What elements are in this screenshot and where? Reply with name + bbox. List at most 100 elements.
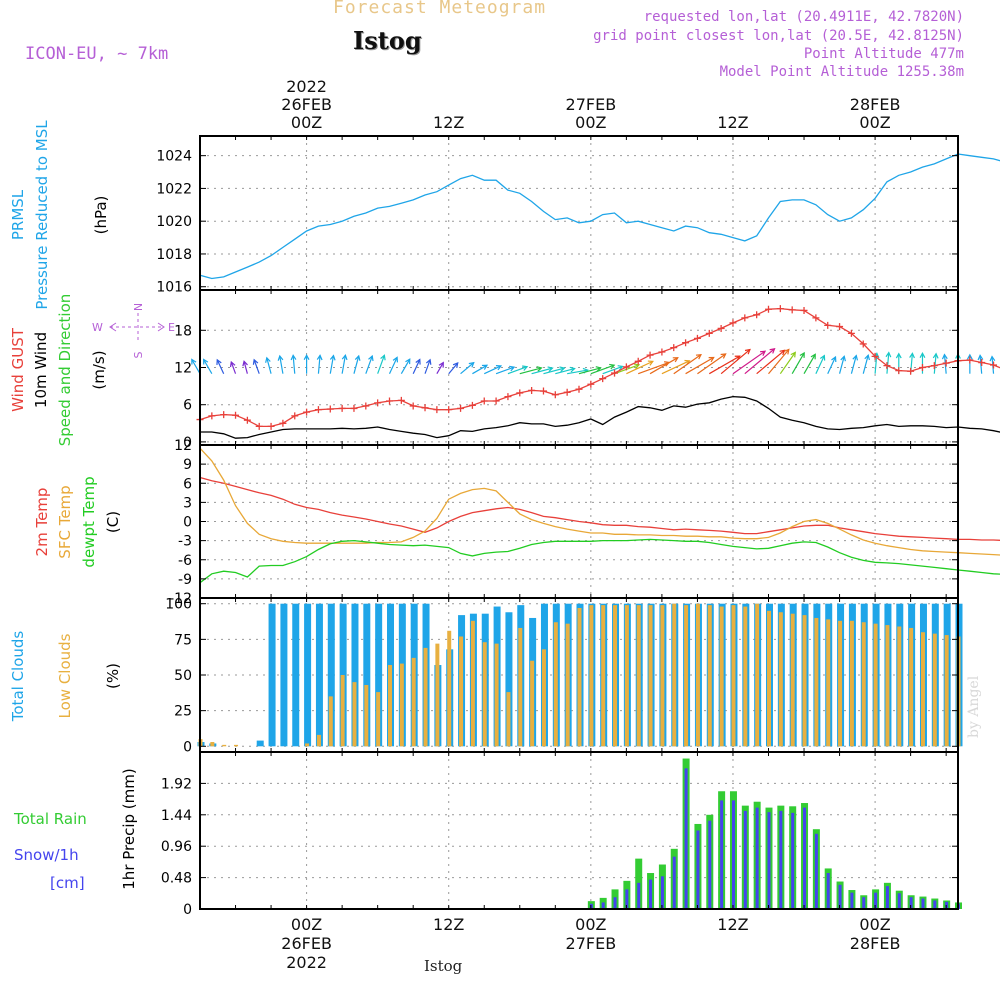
low-cloud-bar: [944, 635, 949, 747]
wind-arrow-head: [536, 366, 543, 372]
wind-gust-marker: [658, 348, 666, 356]
wind-direction-arrow: [460, 362, 475, 375]
low-cloud-bar: [885, 625, 890, 747]
low-cloud-bar: [684, 605, 689, 747]
wind-arrow-head: [760, 350, 767, 356]
label-pressure-msl: Pressure Reduced to MSL: [33, 120, 51, 310]
wind-gust-marker: [291, 412, 299, 420]
compass-arrow-east: [157, 322, 165, 332]
y-tick-label: 3: [183, 495, 192, 511]
y-tick-label: 1022: [156, 181, 192, 197]
low-cloud-bar: [435, 643, 440, 747]
low-cloud-bar: [719, 606, 724, 747]
wind-direction-arrow: [803, 354, 816, 375]
wind-direction-arrow: [253, 359, 260, 374]
total-cloud-bar: [375, 603, 383, 747]
total-cloud-bar: [304, 603, 312, 747]
low-cloud-bar: [660, 605, 665, 747]
wind-arrow-head: [799, 351, 805, 358]
wind-direction-arrow: [230, 361, 237, 374]
x-time-label-bottom: 00Z: [859, 915, 890, 934]
wind-gust-marker: [918, 364, 926, 371]
x-time-label-bottom: 00Z: [575, 915, 606, 934]
low-cloud-bar: [553, 622, 558, 747]
y-tick-label: 0.96: [161, 839, 192, 855]
low-cloud-bar: [482, 642, 487, 747]
wind-arrow-head: [744, 348, 751, 355]
wind-direction-arrow: [507, 366, 528, 375]
wind-arrow-head: [415, 358, 421, 365]
label-total-clouds: Total Clouds: [9, 631, 27, 723]
label-wind-gust: Wind GUST: [9, 327, 27, 412]
low-cloud-bar: [601, 605, 606, 747]
label-percent: (%): [104, 663, 122, 689]
wind-arrow-head: [783, 348, 790, 355]
y-tick-label: 6: [183, 398, 192, 414]
snow-bar: [862, 897, 866, 909]
wind-arrow-head: [864, 353, 870, 361]
grid-lines: [200, 136, 958, 910]
wind-arrow-head: [695, 353, 702, 360]
label-hpa: (hPa): [92, 196, 110, 235]
wind-direction-arrow: [243, 361, 248, 374]
wind-arrow-head: [617, 365, 624, 371]
total-cloud-bar: [327, 603, 335, 747]
wind-direction-arrow: [483, 365, 502, 375]
wind-arrow-head: [265, 356, 271, 363]
compass-east-label: E: [168, 321, 175, 334]
wind-gust-marker: [978, 359, 986, 367]
wind-direction-arrow: [472, 364, 488, 375]
wind-arrow-head: [633, 363, 641, 369]
credit-watermark: by Angel: [966, 675, 982, 738]
wind-speed-line: [200, 395, 1000, 439]
compass-west-label: W: [92, 321, 103, 334]
wind-arrow-head: [919, 352, 926, 358]
total-cloud-bar: [351, 603, 359, 747]
total-cloud-bar: [280, 603, 288, 747]
wind-gust-marker: [232, 411, 240, 419]
x-time-label-top: 28FEB: [850, 95, 901, 114]
y-tick-label: 12: [174, 361, 192, 377]
wind-direction-arrow: [685, 356, 714, 375]
wind-arrow-head: [977, 354, 984, 361]
wind-gust-marker: [433, 406, 441, 414]
snow-bar: [720, 800, 724, 909]
wind-gust-marker: [528, 386, 536, 394]
wind-gust-marker: [575, 385, 583, 393]
model-name: ICON-EU, ~ 7km: [25, 44, 169, 64]
panel-frame-precip: [199, 751, 959, 910]
x-time-label-bottom: 28FEB: [850, 934, 901, 953]
wind-gust-marker: [468, 401, 476, 409]
total-cloud-bar: [292, 603, 300, 747]
wind-direction-arrow: [424, 359, 431, 374]
wind-gust-marker: [409, 402, 417, 410]
wind-direction-arrow: [708, 355, 741, 375]
low-cloud-bar: [305, 743, 310, 747]
x-time-label-top: 00Z: [291, 113, 322, 132]
low-cloud-bar: [506, 692, 511, 747]
wind-gust-marker: [374, 399, 382, 407]
wind-direction-arrow: [626, 360, 654, 375]
wind-arrow-head: [831, 355, 837, 363]
wind-direction-arrow: [191, 359, 201, 375]
label-1hr-precip: 1hr Precip (mm): [120, 768, 138, 889]
wind-direction-arrow: [638, 361, 670, 375]
snow-bar: [672, 856, 676, 909]
y-tick-label: 0: [183, 435, 192, 451]
low-cloud-bar: [695, 603, 700, 747]
low-cloud-bar: [707, 605, 712, 747]
low-cloud-bar: [826, 619, 831, 747]
wind-arrow-head: [720, 353, 727, 359]
low-cloud-bar: [234, 744, 239, 747]
wind-gust-marker: [587, 380, 595, 388]
snow-bar: [708, 820, 712, 909]
wind-arrow-head: [468, 361, 475, 368]
total-cloud-bar: [256, 740, 264, 747]
wind-arrow-head: [405, 358, 411, 365]
wind-gust-marker: [776, 305, 784, 313]
wind-direction-arrow: [943, 354, 947, 374]
wind-gust-marker: [255, 422, 263, 430]
low-cloud-bar: [861, 622, 866, 747]
low-cloud-bar: [755, 603, 760, 747]
low-cloud-bar: [399, 663, 404, 747]
